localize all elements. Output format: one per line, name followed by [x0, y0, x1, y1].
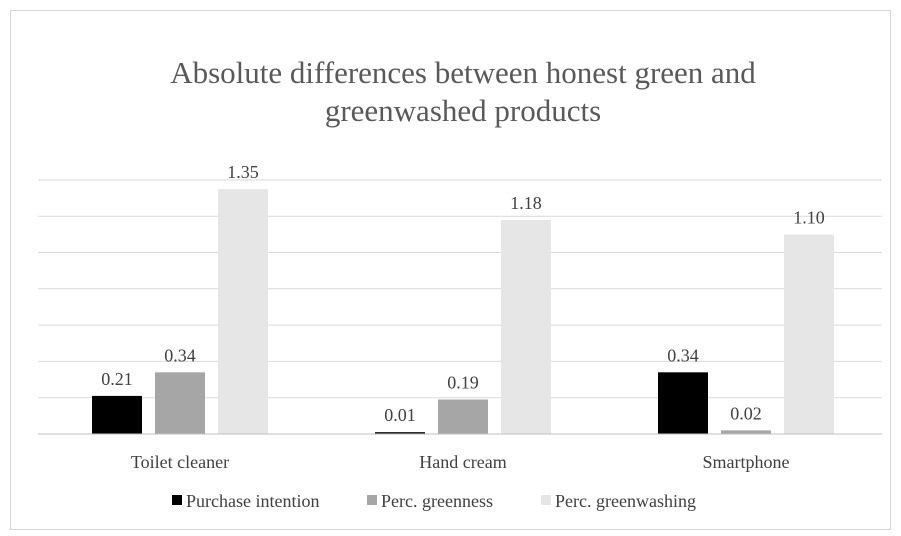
data-label: 0.34	[667, 345, 699, 365]
bar-purchase-intention-hand-cream	[375, 432, 425, 434]
category-label: Hand cream	[419, 452, 506, 472]
bar-perc-greenwashing-toilet-cleaner	[218, 189, 268, 434]
category-labels: Toilet cleaner Hand cream Smartphone	[131, 452, 790, 472]
data-label: 0.02	[730, 403, 762, 423]
legend-swatch	[367, 495, 377, 505]
bar-purchase-intention-toilet-cleaner	[92, 395, 142, 434]
chart-title-line-1: Absolute differences between honest gree…	[170, 55, 756, 90]
bar-purchase-intention-smartphone	[658, 372, 708, 434]
data-label: 0.01	[384, 405, 416, 425]
chart-frame	[10, 10, 891, 530]
data-label: 0.21	[101, 369, 133, 389]
bar-perc-greenwashing-smartphone	[784, 234, 834, 434]
data-label: 1.10	[793, 207, 825, 227]
bars	[38, 189, 882, 435]
data-labels: 0.21 0.01 0.34 0.34 0.19 0.02 1.35 1.18 1.10	[101, 162, 825, 425]
legend-label: Perc. greenness	[381, 491, 493, 511]
bar-perc-greenness-smartphone	[721, 430, 771, 434]
category-label: Smartphone	[703, 452, 790, 472]
legend: Purchase intention Perc. greenness Perc. g…	[172, 491, 696, 511]
bar-perc-greenness-hand-cream	[438, 399, 488, 434]
bar-perc-greenwashing-hand-cream	[501, 219, 551, 434]
data-label: 1.18	[510, 193, 542, 213]
chart-title: Absolute differences between honest gree…	[170, 55, 756, 128]
data-label: 1.35	[227, 162, 259, 182]
legend-swatch	[172, 495, 182, 505]
legend-swatch	[541, 495, 551, 505]
legend-label: Perc. greenwashing	[555, 491, 696, 511]
category-label: Toilet cleaner	[131, 452, 229, 472]
chart-title-line-2: greenwashed products	[325, 93, 601, 128]
data-label: 0.34	[164, 345, 196, 365]
legend-label: Purchase intention	[186, 491, 319, 511]
bar-perc-greenness-toilet-cleaner	[155, 372, 205, 434]
data-label: 0.19	[447, 373, 479, 393]
